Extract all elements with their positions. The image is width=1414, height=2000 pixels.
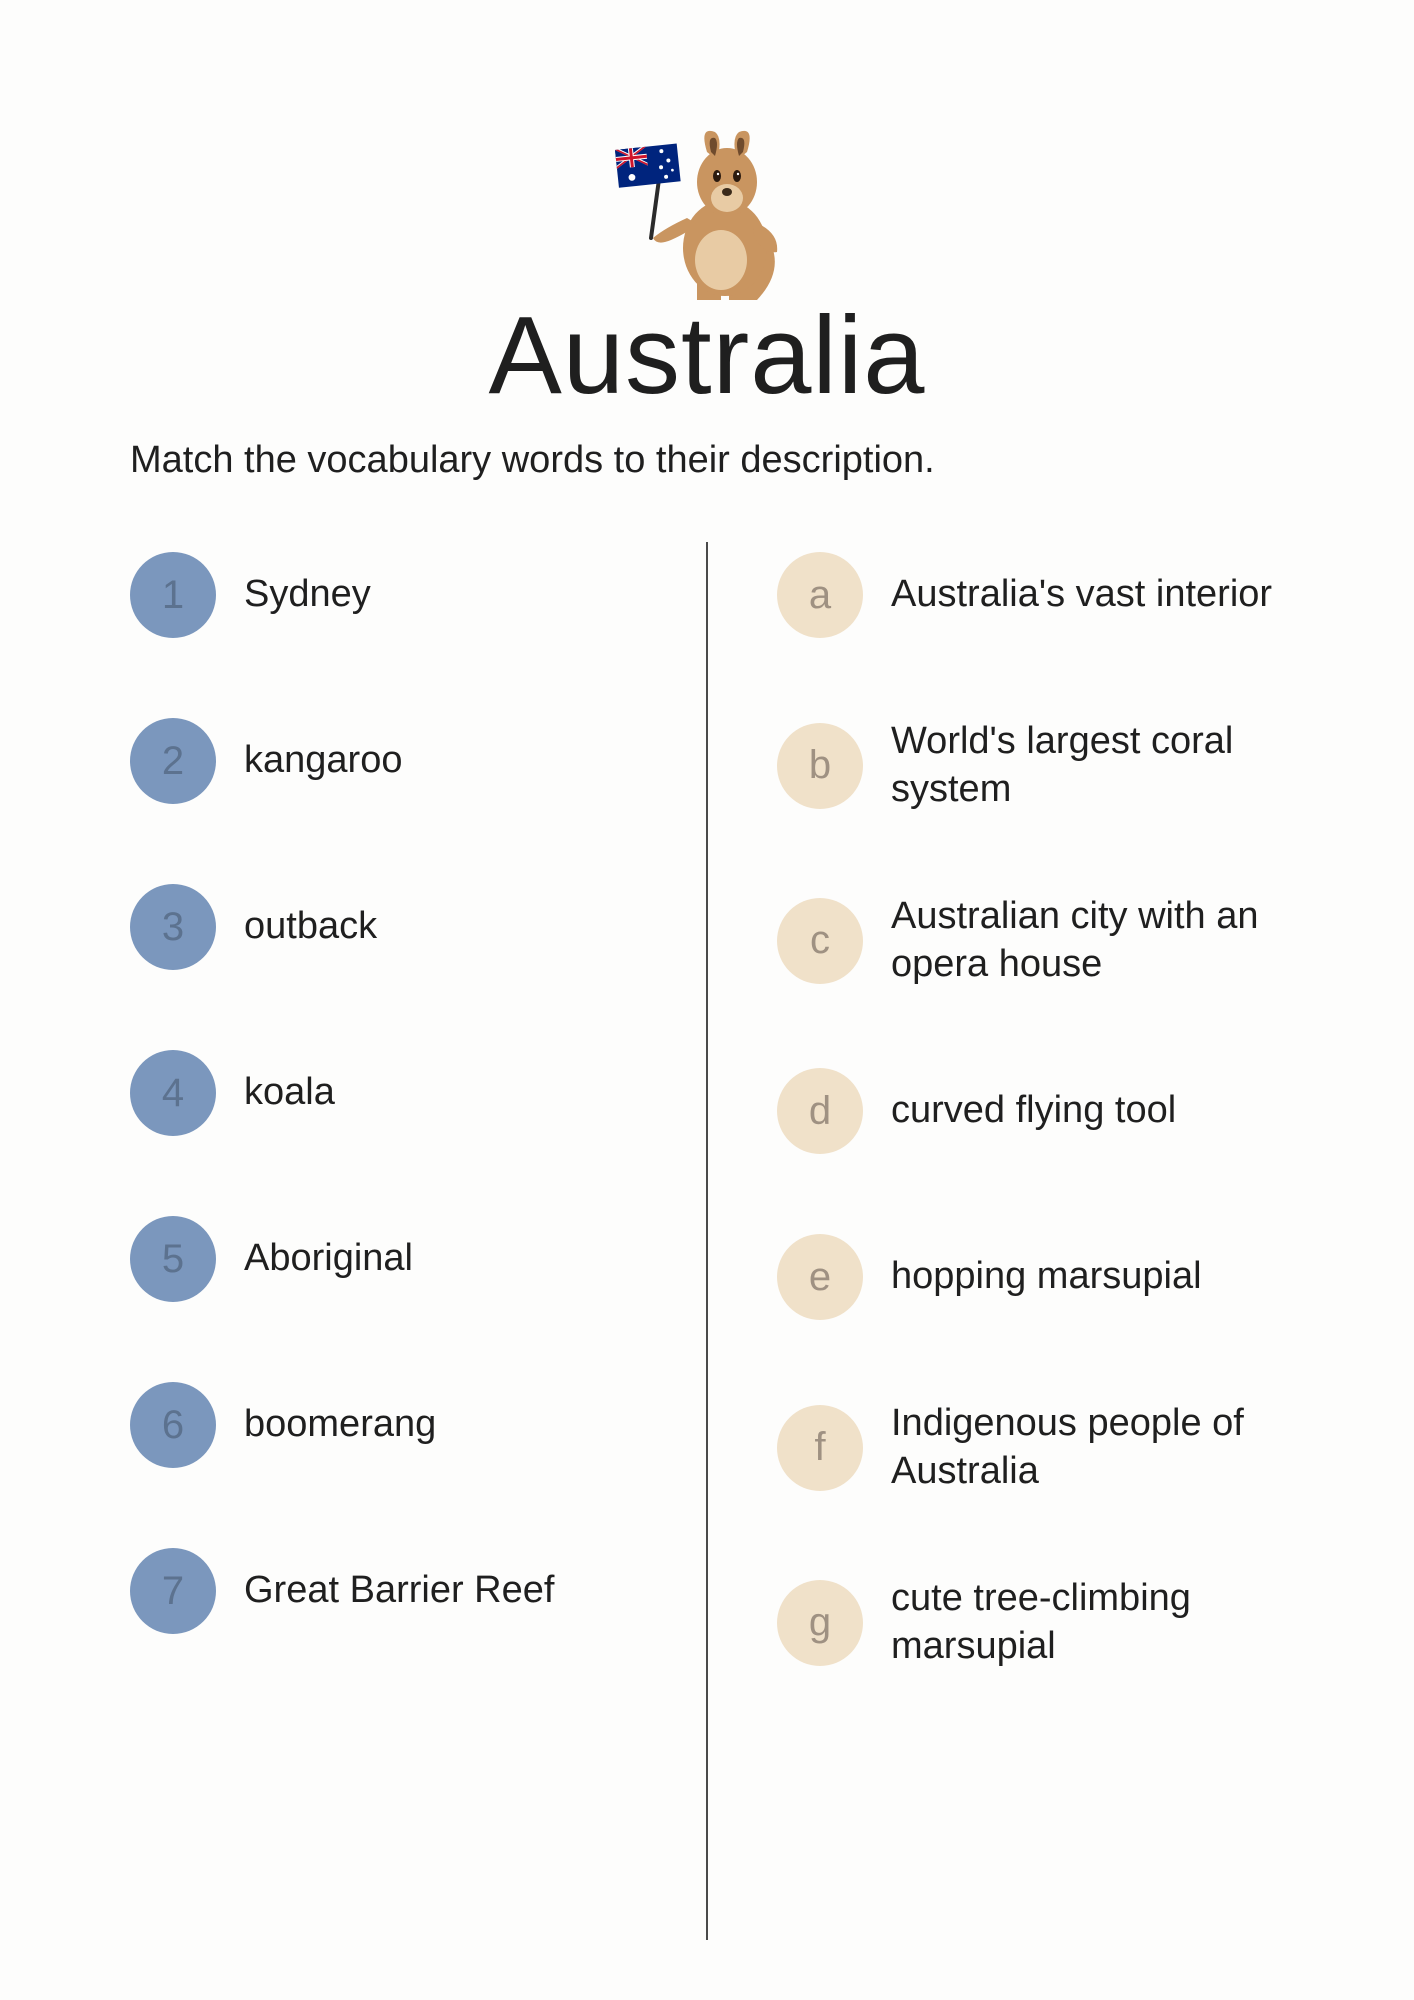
letter-badge: c <box>777 898 863 984</box>
number-badge: 4 <box>130 1050 216 1136</box>
description-label: curved flying tool <box>891 1087 1176 1135</box>
description-item: a Australia's vast interior <box>777 552 1284 638</box>
vocab-label: koala <box>244 1069 335 1117</box>
vocab-item: 2 kangaroo <box>130 718 637 804</box>
page-title: Australia <box>489 292 926 419</box>
description-item: e hopping marsupial <box>777 1234 1284 1320</box>
letter-badge: g <box>777 1580 863 1666</box>
number-badge: 7 <box>130 1548 216 1634</box>
description-label: Australian city with an opera house <box>891 893 1284 988</box>
kangaroo-flag-icon <box>607 120 807 300</box>
number-badge: 2 <box>130 718 216 804</box>
letter-badge: e <box>777 1234 863 1320</box>
description-label: Australia's vast interior <box>891 571 1272 619</box>
vocab-item: 4 koala <box>130 1050 637 1136</box>
description-label: hopping marsupial <box>891 1253 1202 1301</box>
description-item: b World's largest coral system <box>777 718 1284 813</box>
vocab-item: 7 Great Barrier Reef <box>130 1548 637 1634</box>
vocab-label: kangaroo <box>244 737 402 785</box>
vocab-column: 1 Sydney 2 kangaroo 3 outback 4 koala 5 … <box>130 552 707 1900</box>
number-badge: 6 <box>130 1382 216 1468</box>
description-label: cute tree-climbing marsupial <box>891 1575 1284 1670</box>
description-column: a Australia's vast interior b World's la… <box>707 552 1284 1900</box>
vocab-item: 1 Sydney <box>130 552 637 638</box>
description-item: d curved flying tool <box>777 1068 1284 1154</box>
header: Australia <box>130 120 1284 419</box>
instructions-text: Match the vocabulary words to their desc… <box>130 439 1284 482</box>
number-badge: 3 <box>130 884 216 970</box>
vocab-label: Sydney <box>244 571 371 619</box>
vocab-item: 3 outback <box>130 884 637 970</box>
vocab-item: 5 Aboriginal <box>130 1216 637 1302</box>
letter-badge: a <box>777 552 863 638</box>
matching-columns: 1 Sydney 2 kangaroo 3 outback 4 koala 5 … <box>130 552 1284 1900</box>
letter-badge: d <box>777 1068 863 1154</box>
number-badge: 5 <box>130 1216 216 1302</box>
letter-badge: f <box>777 1405 863 1491</box>
vocab-label: outback <box>244 903 377 951</box>
description-label: World's largest coral system <box>891 718 1284 813</box>
number-badge: 1 <box>130 552 216 638</box>
column-divider <box>706 542 708 1940</box>
letter-badge: b <box>777 723 863 809</box>
vocab-item: 6 boomerang <box>130 1382 637 1468</box>
vocab-label: boomerang <box>244 1401 436 1449</box>
vocab-label: Great Barrier Reef <box>244 1567 554 1615</box>
description-item: g cute tree-climbing marsupial <box>777 1575 1284 1670</box>
worksheet-page: Australia Match the vocabulary words to … <box>0 0 1414 2000</box>
vocab-label: Aboriginal <box>244 1235 413 1283</box>
description-item: f Indigenous people of Australia <box>777 1400 1284 1495</box>
description-label: Indigenous people of Australia <box>891 1400 1284 1495</box>
description-item: c Australian city with an opera house <box>777 893 1284 988</box>
